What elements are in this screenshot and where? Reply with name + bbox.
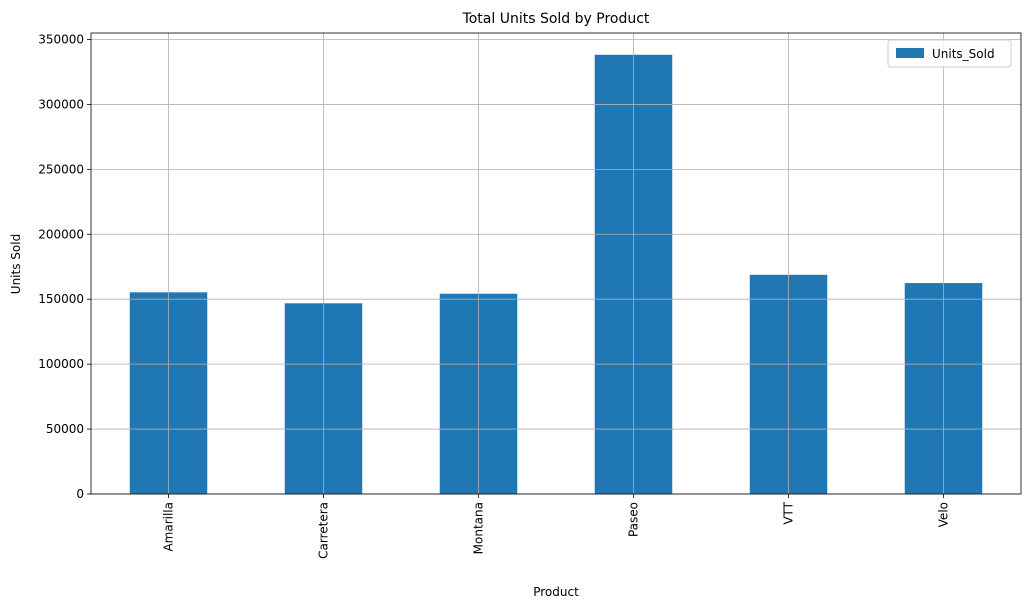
y-tick-label: 0 xyxy=(76,487,84,501)
plot-frame xyxy=(90,32,1022,495)
y-tick-label: 350000 xyxy=(38,32,84,46)
x-tick-label: Velo xyxy=(937,502,951,527)
legend-label: Units_Sold xyxy=(932,47,995,61)
y-tick-label: 250000 xyxy=(38,162,84,176)
y-tick-label: 300000 xyxy=(38,97,84,111)
y-tick-label: 100000 xyxy=(38,357,84,371)
y-tick-label: 50000 xyxy=(46,422,84,436)
x-axis-label: Product xyxy=(533,585,579,599)
x-tick-label: Paseo xyxy=(627,502,641,537)
x-axis-ticks: Amarilla Carretera Montana Paseo VTT Velo xyxy=(162,494,951,559)
x-tick-label: Carretera xyxy=(317,502,331,559)
legend-swatch xyxy=(896,48,924,58)
y-tick-label: 200000 xyxy=(38,227,84,241)
y-axis-label: Units Sold xyxy=(9,234,23,294)
x-tick-label: VTT xyxy=(782,501,796,524)
x-tick-label: Montana xyxy=(472,502,486,554)
bars xyxy=(129,54,983,495)
axes xyxy=(90,32,1022,495)
legend-box xyxy=(887,39,1012,68)
y-axis-ticks: 0 50000 100000 150000 200000 250000 300000 3500… xyxy=(38,32,91,501)
chart-title: Total Units Sold by Product xyxy=(462,11,650,27)
x-tick-label: Amarilla xyxy=(162,502,176,552)
legend: Units_Sold xyxy=(887,39,1012,68)
grid-lines xyxy=(91,33,1021,495)
y-tick-label: 150000 xyxy=(38,292,84,306)
